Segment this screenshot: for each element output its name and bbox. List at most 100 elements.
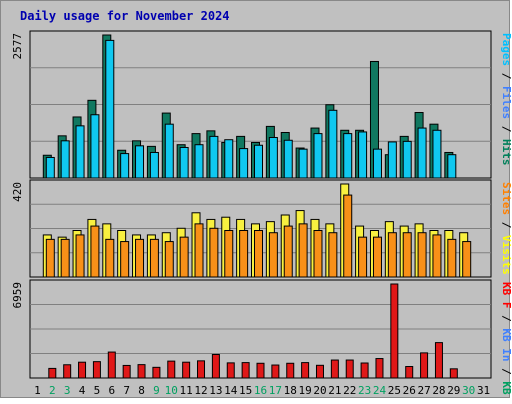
series-legend: KB F / KB In / KB Out bbox=[500, 282, 511, 399]
bar-kb-f-3 bbox=[63, 364, 72, 379]
bar-pages-21 bbox=[328, 109, 338, 179]
day-label-28: 28 bbox=[432, 384, 445, 397]
day-label-27: 27 bbox=[417, 384, 430, 397]
y-max-label: 6959 bbox=[11, 282, 24, 309]
bar-kb-f-19 bbox=[301, 362, 310, 379]
bar-pages-8 bbox=[135, 145, 145, 179]
day-label-10: 10 bbox=[165, 384, 178, 397]
bar-sites-7 bbox=[120, 241, 130, 278]
series-legend: Sites / Visits bbox=[500, 182, 511, 275]
bar-sites-8 bbox=[135, 238, 145, 278]
day-label-24: 24 bbox=[373, 384, 387, 397]
bar-pages-15 bbox=[239, 148, 249, 179]
bar-kb-f-22 bbox=[345, 359, 354, 379]
day-axis-labels: 1 2 3 4 5 6 7 8 9 10 11 12 13 14 15 16 17 18 19 20 21 22 23 24 2… bbox=[34, 384, 490, 397]
bar-sites-21 bbox=[328, 232, 338, 278]
bar-pages-22 bbox=[343, 133, 353, 179]
bar-pages-11 bbox=[179, 146, 189, 179]
day-label-21: 21 bbox=[328, 384, 341, 397]
day-label-19: 19 bbox=[298, 384, 311, 397]
bar-sites-15 bbox=[239, 230, 249, 278]
bar-sites-29 bbox=[447, 238, 457, 278]
bar-kb-f-6 bbox=[107, 351, 116, 379]
bar-kb-f-27 bbox=[420, 352, 429, 379]
day-label-12: 12 bbox=[194, 384, 207, 397]
bar-kb-f-4 bbox=[78, 361, 87, 379]
visits_panel: 420 Sites / Visits bbox=[11, 179, 512, 278]
legend-part: KB Out bbox=[500, 381, 511, 399]
day-label-29: 29 bbox=[447, 384, 460, 397]
series-legend: Pages / Files / Hits bbox=[500, 33, 511, 166]
day-label-8: 8 bbox=[138, 384, 145, 397]
bar-kb-f-17 bbox=[271, 364, 280, 379]
bar-pages-16 bbox=[254, 144, 263, 179]
legend-part: / bbox=[500, 362, 511, 382]
legend-part: / bbox=[500, 309, 511, 329]
bar-pages-20 bbox=[313, 133, 323, 179]
day-label-25: 25 bbox=[388, 384, 401, 397]
bar-sites-22 bbox=[343, 194, 353, 278]
bar-kb-f-25 bbox=[390, 283, 399, 379]
bar-sites-19 bbox=[298, 223, 308, 278]
bar-pages-29 bbox=[447, 154, 457, 179]
chart-title: Daily usage for November 2024 bbox=[20, 9, 230, 23]
bar-sites-4 bbox=[75, 234, 85, 278]
bar-sites-30 bbox=[462, 241, 472, 278]
legend-part: / bbox=[500, 119, 511, 139]
bar-pages-25 bbox=[387, 141, 397, 179]
bar-sites-25 bbox=[387, 232, 397, 278]
bar-sites-26 bbox=[402, 232, 412, 278]
day-label-1: 1 bbox=[34, 384, 41, 397]
day-label-16: 16 bbox=[254, 384, 267, 397]
bar-kb-f-21 bbox=[330, 359, 339, 379]
bar-kb-f-24 bbox=[375, 358, 384, 379]
day-label-30: 30 bbox=[462, 384, 475, 397]
bar-kb-f-13 bbox=[211, 353, 220, 379]
day-label-15: 15 bbox=[239, 384, 252, 397]
bar-sites-28 bbox=[432, 234, 442, 278]
bar-kb-f-29 bbox=[449, 368, 458, 379]
day-label-26: 26 bbox=[403, 384, 416, 397]
day-label-31: 31 bbox=[477, 384, 490, 397]
legend-part: Sites bbox=[500, 182, 511, 215]
bar-sites-27 bbox=[417, 232, 427, 278]
day-label-23: 23 bbox=[358, 384, 371, 397]
day-label-7: 7 bbox=[123, 384, 130, 397]
day-label-2: 2 bbox=[49, 384, 56, 397]
bar-sites-9 bbox=[149, 238, 159, 278]
bar-sites-17 bbox=[268, 232, 278, 278]
bar-kb-f-18 bbox=[286, 362, 295, 379]
day-label-22: 22 bbox=[343, 384, 356, 397]
bar-sites-11 bbox=[179, 236, 189, 278]
bar-kb-f-8 bbox=[137, 364, 146, 379]
bar-sites-18 bbox=[283, 225, 293, 278]
bar-sites-24 bbox=[372, 236, 382, 278]
legend-part: Visits bbox=[500, 235, 511, 275]
bar-sites-14 bbox=[224, 230, 234, 278]
bar-kb-f-5 bbox=[92, 361, 101, 379]
bar-pages-14 bbox=[224, 139, 234, 179]
bar-kb-f-15 bbox=[241, 362, 250, 379]
bar-kb-f-12 bbox=[197, 360, 206, 379]
legend-part: KB F bbox=[500, 282, 511, 309]
bar-pages-18 bbox=[283, 139, 293, 179]
bar-pages-26 bbox=[402, 140, 412, 179]
bar-pages-9 bbox=[149, 151, 159, 179]
bar-sites-12 bbox=[194, 223, 204, 278]
day-label-5: 5 bbox=[94, 384, 101, 397]
day-label-13: 13 bbox=[209, 384, 222, 397]
bar-pages-13 bbox=[209, 135, 219, 179]
bar-pages-24 bbox=[372, 148, 382, 179]
day-label-9: 9 bbox=[153, 384, 160, 397]
bar-kb-f-20 bbox=[315, 364, 324, 379]
bar-sites-16 bbox=[254, 230, 263, 278]
day-label-17: 17 bbox=[269, 384, 282, 397]
bar-sites-6 bbox=[105, 238, 115, 278]
day-label-11: 11 bbox=[180, 384, 193, 397]
bar-pages-4 bbox=[75, 125, 85, 179]
day-label-18: 18 bbox=[284, 384, 297, 397]
bar-pages-6 bbox=[105, 39, 115, 179]
